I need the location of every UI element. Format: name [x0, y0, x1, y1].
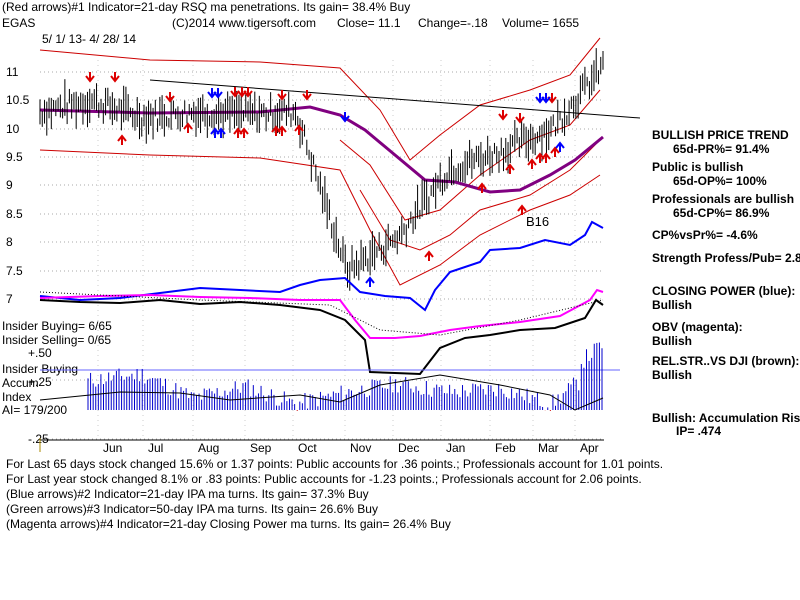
- accum-ma: [39, 374, 604, 411]
- insider-buying-count: Insider Buying= 6/65: [2, 319, 112, 333]
- public-bullish: Public is bullish: [652, 160, 744, 174]
- down-arrow-icon: [498, 110, 508, 121]
- purple-ma: [39, 105, 604, 194]
- up-arrow-icon: [527, 158, 537, 169]
- down-arrow-icon: [243, 87, 253, 98]
- up-arrow-icon: [424, 250, 434, 261]
- down-arrow-icon: [213, 88, 223, 99]
- footer-indicator4: (Magenta arrows)#4 Indicator=21-day Clos…: [6, 517, 451, 531]
- pr-pct: 65d-PR%= 91.4%: [673, 142, 770, 156]
- month-label: Jan: [446, 441, 465, 455]
- up-arrow-icon: [517, 204, 527, 215]
- price-tick: 10.5: [6, 93, 30, 107]
- down-arrow-icon: [515, 113, 525, 124]
- price-tick: 7: [6, 292, 13, 306]
- month-label: Aug: [198, 441, 219, 455]
- up-arrow-icon: [183, 122, 193, 133]
- footer-indicator2: (Blue arrows)#2 Indicator=21-day IPA ma …: [6, 487, 369, 501]
- accum-index-label: Accum Index: [2, 376, 39, 404]
- up-arrow-icon: [477, 182, 487, 193]
- relstr-line: [39, 298, 604, 376]
- insider-selling-count: Insider Selling= 0/65: [2, 333, 112, 347]
- down-arrow-icon: [302, 90, 312, 101]
- ticker: EGAS: [2, 16, 36, 30]
- up-arrow-icon: [216, 127, 226, 138]
- inner-band-upper: [339, 89, 601, 221]
- month-label: Oct: [298, 441, 317, 455]
- lower-tick: +.50: [28, 346, 52, 360]
- month-label: Nov: [350, 441, 371, 455]
- b16-label: B16: [526, 214, 549, 229]
- insider-buying-title: Insider Buying: [2, 362, 79, 376]
- month-label: Jul: [148, 441, 163, 455]
- price-tick: 8.5: [6, 207, 23, 221]
- closing-power-value: Bullish: [652, 298, 693, 312]
- up-arrow-icon: [239, 127, 249, 138]
- up-arrow-icon: [541, 152, 551, 163]
- footer-year: For Last year stock changed 8.1% or .83 …: [6, 472, 642, 486]
- closing-power-line: [39, 220, 604, 312]
- accum-rising: Bullish: Accumulation Rising: [652, 411, 800, 425]
- month-label: Sep: [250, 441, 272, 455]
- up-arrow-icon: [555, 141, 565, 152]
- pros-bullish: Professionals are bullish: [652, 192, 795, 206]
- month-label: Apr: [580, 441, 599, 455]
- down-arrow-icon: [277, 90, 287, 101]
- trendline: [149, 79, 641, 119]
- date-range: 5/ 1/ 13- 4/ 28/ 14: [42, 32, 137, 46]
- down-arrow-icon: [340, 112, 350, 123]
- accum-index-value: AI= 179/200: [2, 403, 68, 417]
- lower-band: [39, 149, 601, 286]
- strength-ratio: Strength Profess/Pub= 2.8: [652, 251, 800, 265]
- price-tick: 7.5: [6, 264, 23, 278]
- month-label: Mar: [538, 441, 559, 455]
- up-arrow-icon: [277, 125, 287, 136]
- volume-value: Volume= 1655: [502, 16, 580, 30]
- relstr-label: REL.STR..VS DJI (brown):: [652, 354, 800, 368]
- upper-band: [39, 37, 601, 161]
- up-arrow-icon: [294, 124, 304, 135]
- month-label: Feb: [495, 441, 516, 455]
- relstr-value: Bullish: [652, 368, 693, 382]
- change-value: Change=-.18: [418, 16, 488, 30]
- cp-vs-pr: CP%vsPr%= -4.6%: [652, 228, 758, 242]
- close-value: Close= 11.1: [337, 16, 401, 30]
- up-arrow-icon: [550, 146, 560, 157]
- up-arrow-icon: [505, 163, 515, 174]
- up-arrow-icon: [365, 276, 375, 287]
- closing-power-label: CLOSING POWER (blue):: [652, 284, 796, 298]
- price-tick: 10: [6, 122, 20, 136]
- lower-tick: +.25: [28, 375, 52, 389]
- obv-line: [39, 288, 604, 339]
- lower-tick: -.25: [28, 432, 49, 446]
- op-pct: 65d-OP%= 100%: [673, 174, 767, 188]
- ip-value: IP= .474: [676, 424, 722, 438]
- price-tick: 11: [6, 65, 19, 79]
- down-arrow-icon: [230, 87, 240, 98]
- down-arrow-icon: [541, 93, 551, 104]
- price-tick: 9: [6, 178, 13, 192]
- price-tick: 8: [6, 235, 13, 249]
- month-label: Dec: [398, 441, 419, 455]
- month-label: Jun: [103, 441, 122, 455]
- cp-pct: 65d-CP%= 86.9%: [673, 206, 770, 220]
- footer-indicator3: (Green arrows)#3 Indicator=50-day IPA ma…: [6, 502, 378, 516]
- price-bars: [39, 48, 604, 291]
- price-tick: 9.5: [6, 150, 23, 164]
- obv-value: Bullish: [652, 334, 693, 348]
- footer-65day: For Last 65 days stock changed 15.6% or …: [6, 457, 664, 471]
- down-arrow-icon: [165, 92, 175, 103]
- copyright: (C)2014 www.tigersoft.com: [172, 16, 317, 30]
- down-arrow-icon: [85, 72, 95, 83]
- up-arrow-icon: [117, 134, 127, 145]
- accum-bars: [87, 342, 603, 411]
- obv-label: OBV (magenta):: [652, 320, 743, 334]
- indicator1-text: (Red arrows)#1 Indicator=21-day RSQ ma p…: [2, 0, 411, 14]
- bullish-trend-title: BULLISH PRICE TREND: [652, 128, 789, 142]
- down-arrow-icon: [110, 72, 120, 83]
